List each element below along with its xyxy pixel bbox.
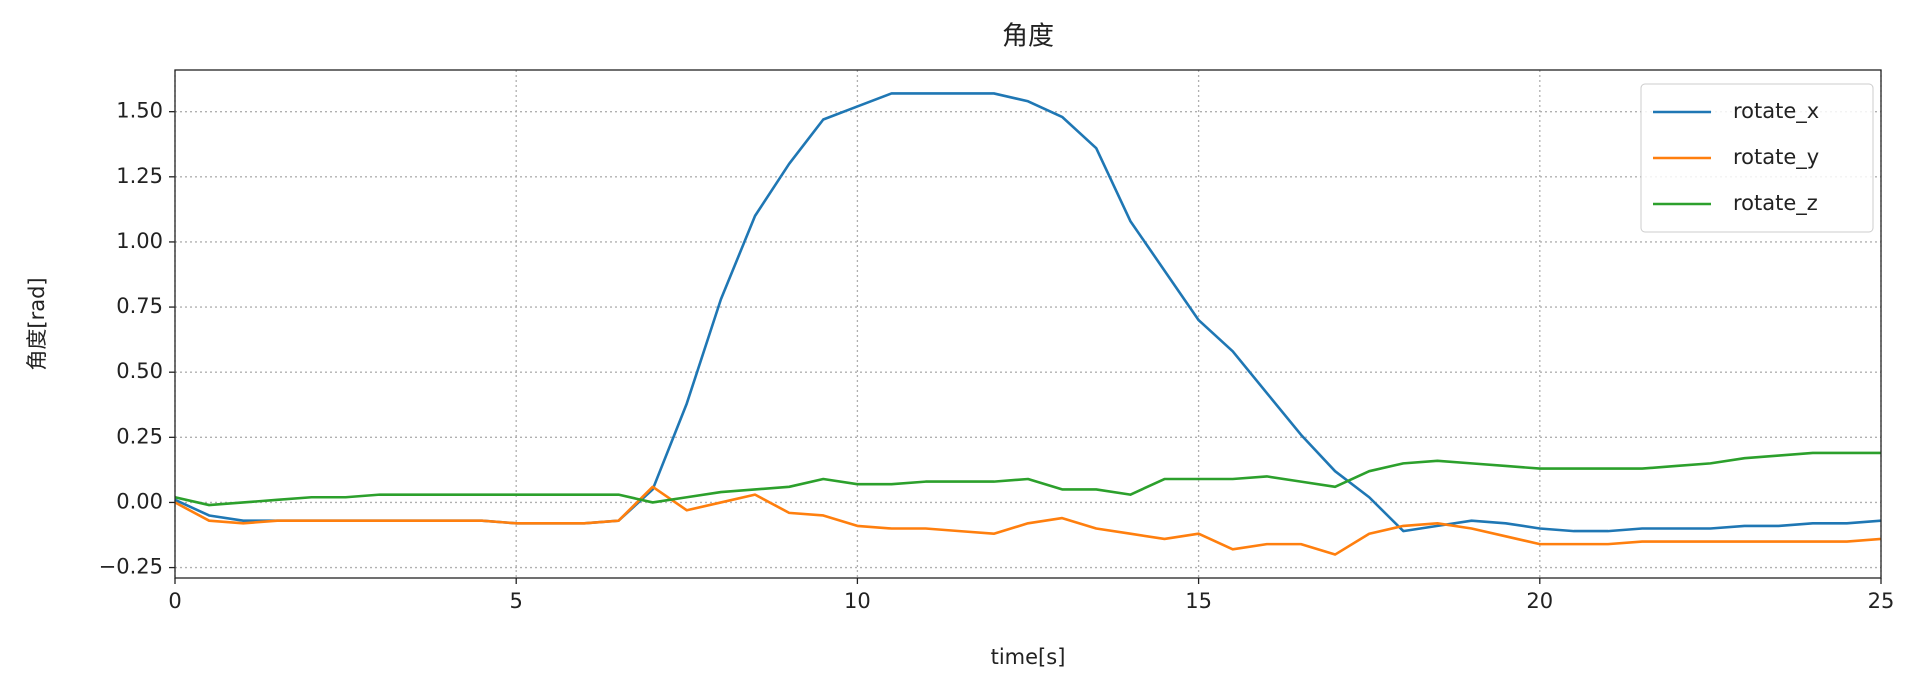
x-axis-label: time[s] — [991, 645, 1066, 669]
y-tick-label: 1.25 — [116, 164, 163, 188]
y-tick-label: 1.00 — [116, 229, 163, 253]
y-axis-label: 角度[rad] — [25, 277, 49, 370]
x-tick-label: 15 — [1185, 589, 1212, 613]
y-tick-label: −0.25 — [99, 555, 163, 579]
plot-frame — [174, 69, 1882, 579]
y-tick-label: 0.00 — [116, 489, 163, 513]
y-tick-label: 0.50 — [116, 359, 163, 383]
legend-label: rotate_x — [1733, 99, 1819, 124]
y-tick-label: 1.50 — [116, 99, 163, 123]
legend-label: rotate_y — [1733, 145, 1819, 170]
data-line — [175, 451, 1881, 507]
x-tick-label: 20 — [1526, 589, 1553, 613]
x-tick-label: 5 — [510, 589, 523, 613]
y-tick-label: 0.75 — [116, 294, 163, 318]
data-line — [175, 92, 1881, 533]
x-tick-label: 25 — [1868, 589, 1895, 613]
legend-box — [1640, 83, 1874, 233]
x-tick-label: 0 — [168, 589, 181, 613]
x-tick-label: 10 — [844, 589, 871, 613]
data-line — [175, 485, 1881, 556]
chart-title: 角度 — [1002, 22, 1054, 52]
legend-label: rotate_z — [1733, 191, 1818, 216]
y-tick-label: 0.25 — [116, 424, 163, 448]
